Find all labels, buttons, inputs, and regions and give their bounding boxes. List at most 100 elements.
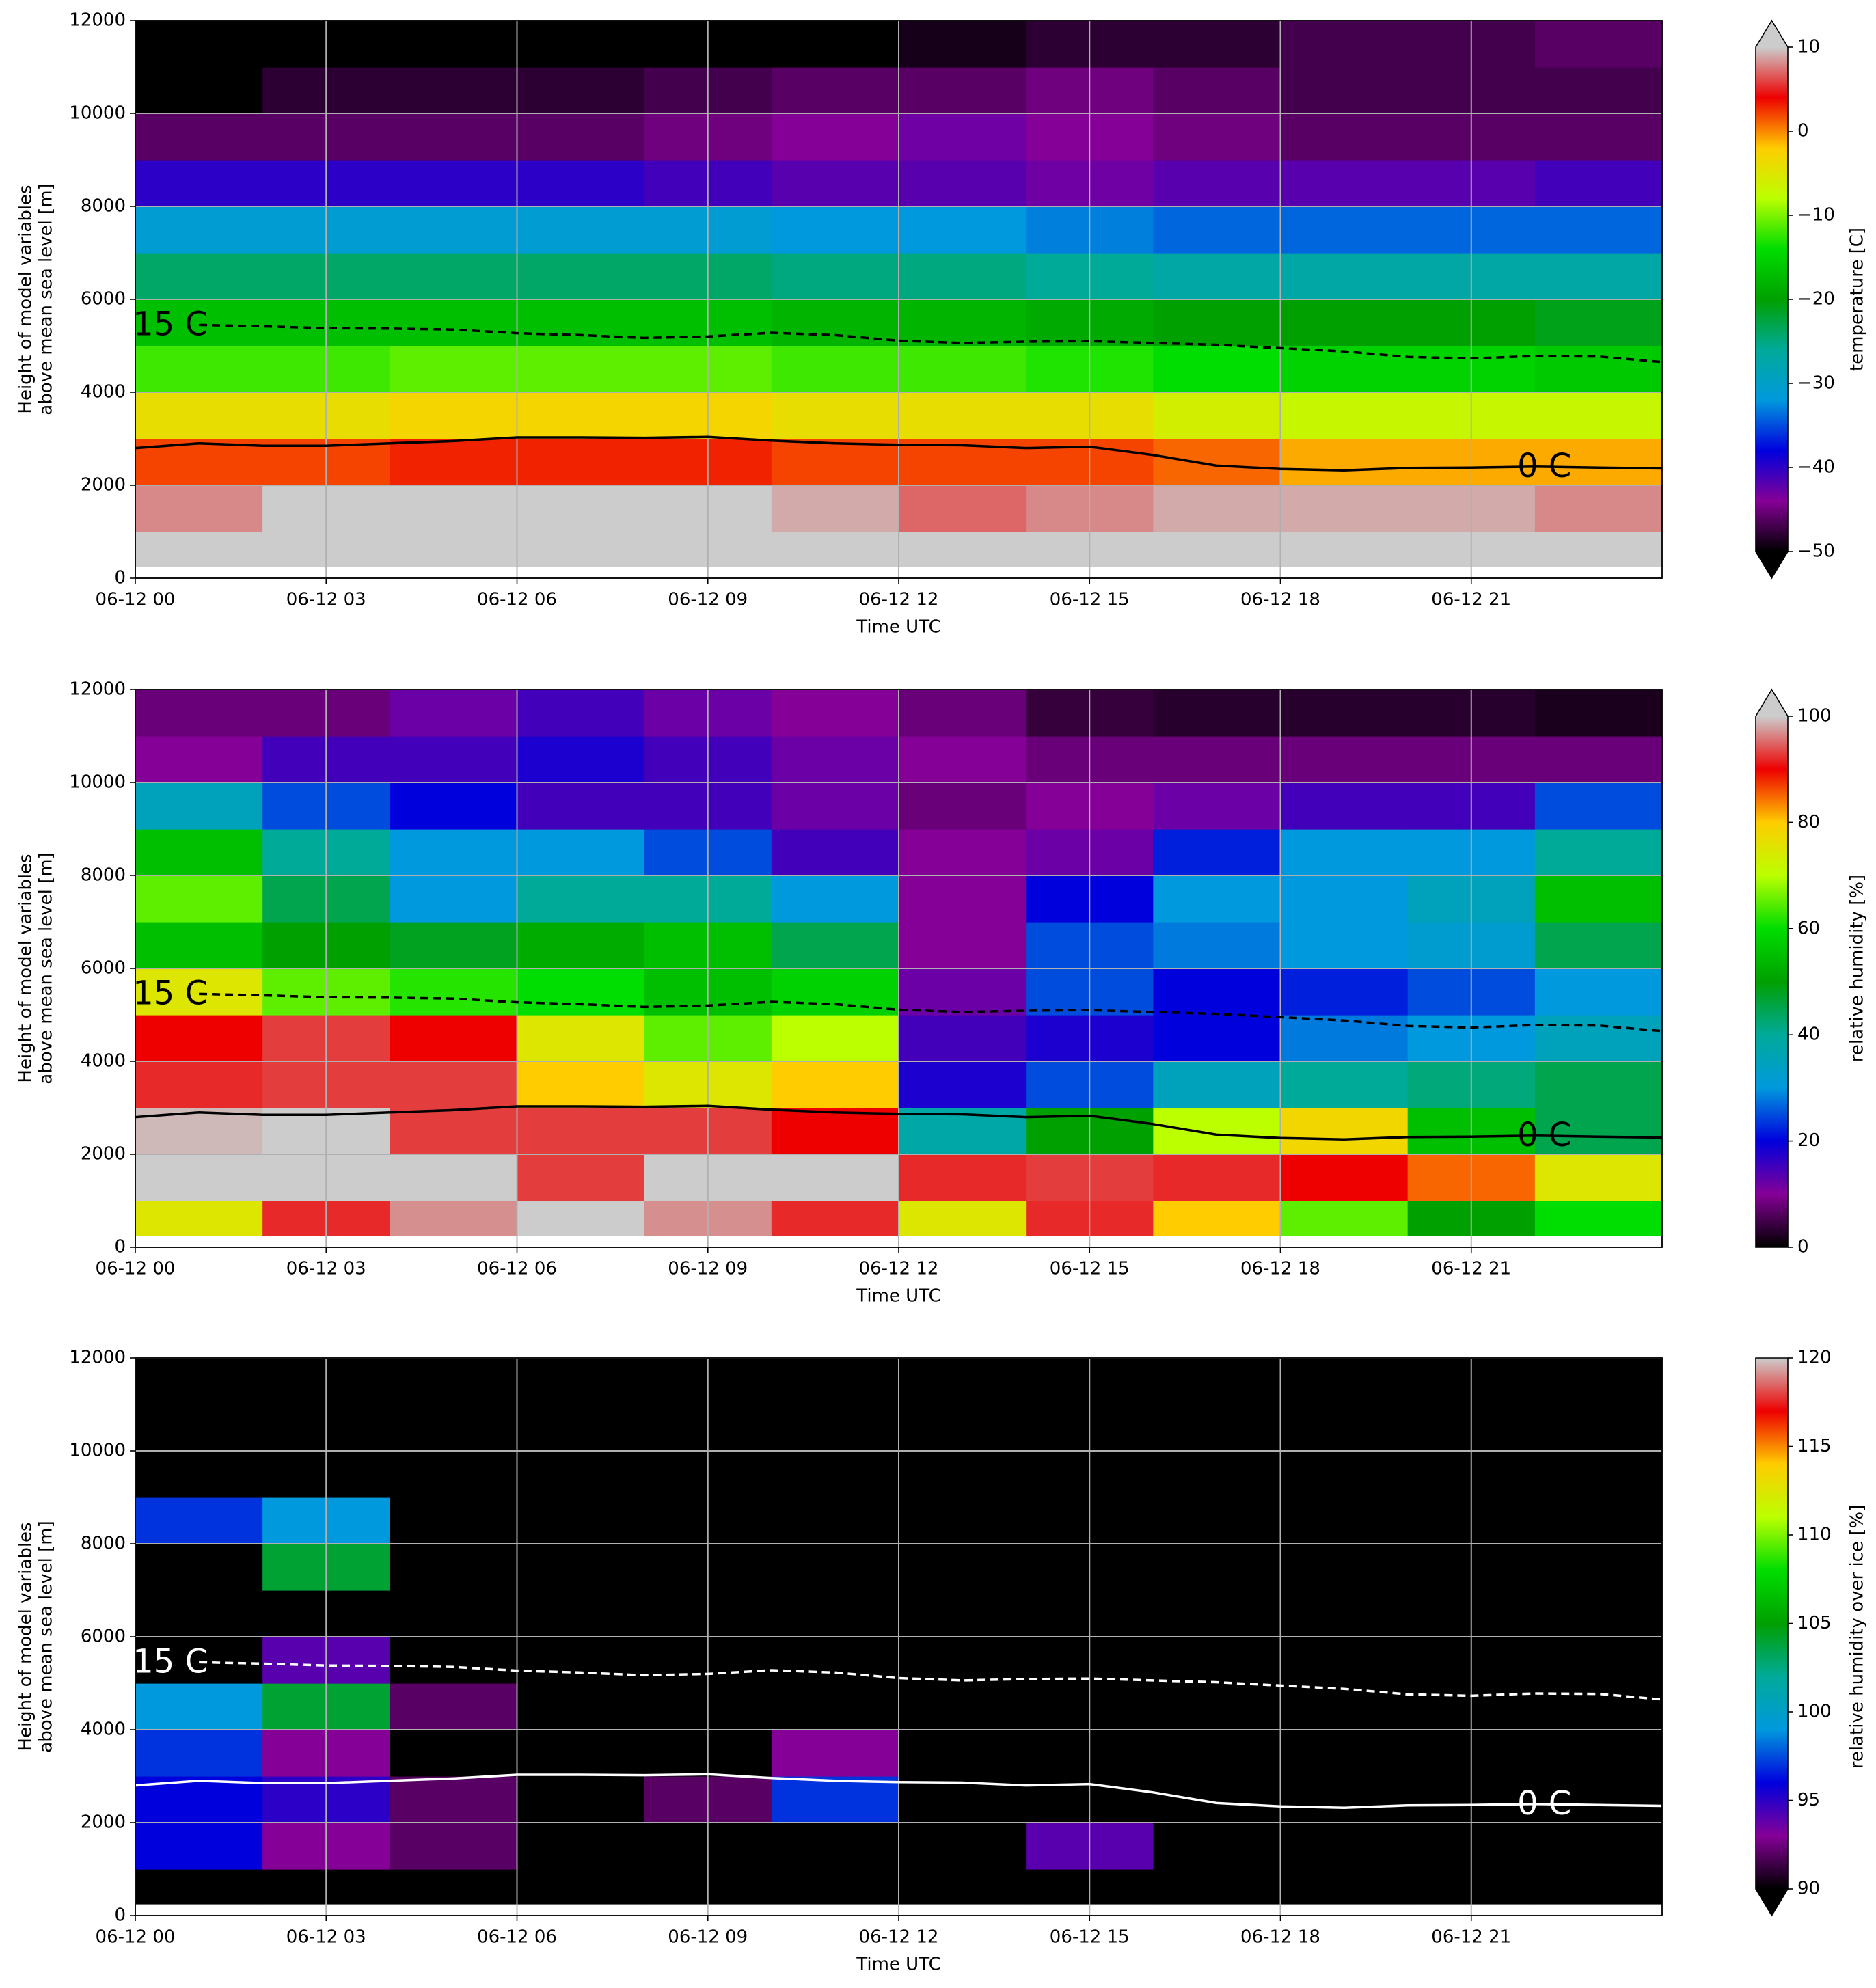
heatmap-cell	[390, 1730, 518, 1777]
heatmap-cell	[899, 1683, 1027, 1730]
heatmap-cell	[1153, 1637, 1281, 1684]
colorbar-extend-max	[1756, 21, 1788, 47]
heatmap-cell	[135, 392, 263, 439]
colorbar	[1756, 716, 1788, 1247]
x-tick-label: 06-12 12	[859, 1927, 939, 1948]
heatmap-cell	[771, 1404, 899, 1452]
y-tick-label: 4000	[81, 1719, 126, 1740]
heatmap-cell	[1534, 968, 1663, 1016]
heatmap-cell	[899, 485, 1027, 532]
heatmap-cell	[1280, 1776, 1409, 1823]
x-tick-label: 06-12 03	[286, 1259, 366, 1279]
heatmap-cell	[771, 1683, 899, 1730]
heatmap-cell	[771, 1544, 899, 1591]
x-tick-label: 06-12 00	[96, 1927, 176, 1948]
heatmap-cell	[1153, 690, 1281, 737]
heatmap-cell	[1280, 1108, 1409, 1155]
contour-label: 15 C	[133, 305, 208, 343]
y-axis-label: above mean sea level [m]	[36, 852, 57, 1084]
heatmap-cell	[135, 1683, 263, 1730]
colorbar-tick-label: 95	[1797, 1790, 1820, 1810]
heatmap-cell	[1153, 439, 1281, 486]
heatmap-cell	[1534, 1730, 1663, 1777]
heatmap-cell	[517, 1823, 645, 1870]
x-axis-label: Time UTC	[856, 617, 940, 638]
heatmap-cell	[899, 346, 1027, 393]
heatmap-cell	[1280, 532, 1409, 567]
heatmap-cell	[1153, 1108, 1281, 1155]
heatmap-cell	[899, 253, 1027, 300]
heatmap-cell	[1534, 922, 1663, 969]
heatmap-cell	[771, 1776, 899, 1823]
heatmap-cell	[1534, 67, 1663, 114]
heatmap-cell	[899, 875, 1027, 923]
colorbar-tick-label: −30	[1797, 373, 1835, 394]
y-tick-label: 8000	[81, 865, 126, 886]
heatmap-cell	[135, 1015, 263, 1062]
heatmap-cell	[1280, 829, 1409, 876]
heatmap-cell	[517, 1015, 645, 1062]
heatmap-cell	[1534, 1404, 1663, 1452]
heatmap-cell	[1534, 299, 1663, 346]
heatmap-cell	[1280, 1404, 1409, 1452]
heatmap-cell	[1280, 1154, 1409, 1201]
heatmap-cell	[1534, 346, 1663, 393]
heatmap-cell	[1534, 1590, 1663, 1637]
heatmap-cell	[135, 1730, 263, 1777]
heatmap-cell	[1153, 968, 1281, 1016]
x-tick-label: 06-12 15	[1050, 1927, 1130, 1948]
heatmap-cell	[390, 1108, 518, 1155]
heatmap-cell	[1534, 485, 1663, 532]
heatmap-cell	[1534, 690, 1663, 737]
y-tick-label: 12000	[69, 1348, 126, 1368]
y-tick-label: 8000	[81, 196, 126, 217]
heatmap-cell	[1153, 299, 1281, 346]
heatmap-cell	[390, 1154, 518, 1201]
heatmap-cell	[771, 1497, 899, 1544]
heatmap-cell	[135, 1823, 263, 1870]
y-tick-label: 6000	[81, 958, 126, 979]
contour-line	[135, 435, 1663, 472]
y-tick-label: 10000	[69, 1441, 126, 1461]
panel: 06-12 00 06-12 03 06-12 06 06-12 09 06-12 12…	[16, 1348, 1868, 1975]
heatmap-cell	[1534, 1869, 1663, 1905]
heatmap-cell	[517, 1683, 645, 1730]
colorbar-label: relative humidity over ice [%]	[1847, 1505, 1868, 1769]
heatmap-cell	[899, 968, 1027, 1016]
x-tick-label: 06-12 12	[859, 590, 939, 610]
heatmap-cell	[135, 1404, 263, 1452]
x-axis-label: Time UTC	[856, 1286, 940, 1307]
heatmap-cell	[390, 1590, 518, 1637]
colorbar-tick-label: 120	[1797, 1348, 1832, 1368]
heatmap-cell	[1153, 1015, 1281, 1062]
heatmap-cell	[1153, 1154, 1281, 1201]
heatmap-cell	[1534, 1108, 1663, 1155]
heatmap-cell	[1280, 968, 1409, 1016]
colorbar-tick-label: 20	[1797, 1130, 1820, 1151]
x-tick-label: 06-12 06	[477, 1259, 557, 1279]
x-tick-label: 06-12 00	[96, 590, 176, 610]
heatmap-cell	[899, 160, 1027, 207]
heatmap-cell	[390, 736, 518, 783]
heatmap-cell	[390, 1683, 518, 1730]
heatmap-cell	[1153, 1823, 1281, 1870]
heatmap-cell	[1153, 1451, 1281, 1498]
colorbar	[1756, 1358, 1788, 1889]
heatmap-cell	[771, 485, 899, 532]
heatmap-cell	[899, 1358, 1027, 1405]
heatmap-cell	[135, 829, 263, 876]
heatmap-cell	[1534, 1776, 1663, 1823]
heatmap-cell	[390, 922, 518, 969]
heatmap-cell	[517, 1776, 645, 1823]
heatmap-cell	[1534, 1015, 1663, 1062]
heatmap-cell	[517, 67, 645, 114]
heatmap-cell	[135, 67, 263, 114]
heatmap-cell	[135, 206, 263, 254]
heatmap-cell	[899, 1015, 1027, 1062]
colorbar-label: temperature [C]	[1847, 228, 1868, 371]
heatmap-cell	[135, 160, 263, 207]
heatmap-cell	[1280, 1497, 1409, 1544]
y-tick-label: 10000	[69, 772, 126, 793]
heatmap-cell	[1534, 1154, 1663, 1201]
